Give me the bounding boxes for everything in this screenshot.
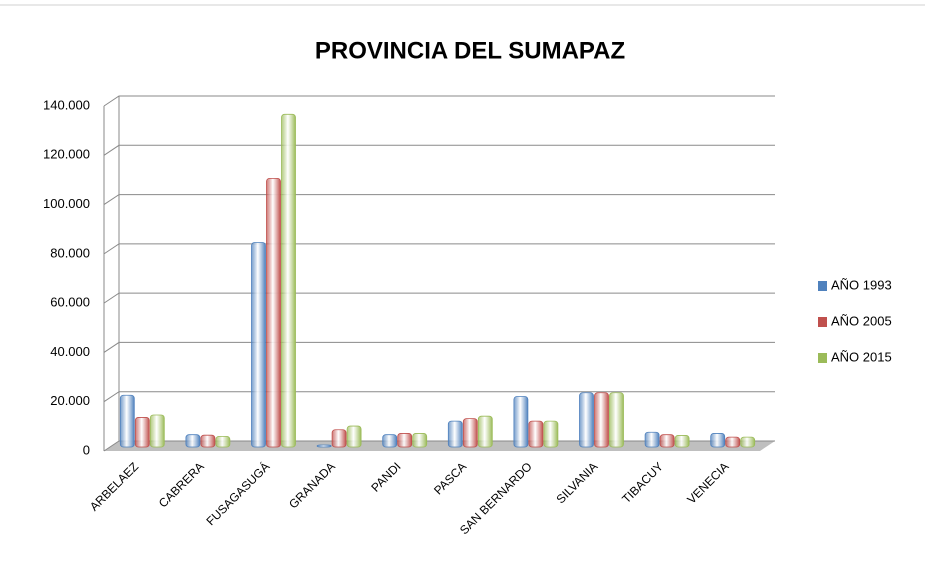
bar	[200, 434, 216, 448]
chart-title: PROVINCIA DEL SUMAPAZ	[315, 37, 625, 64]
x-tick-label: VENECIA	[684, 459, 731, 506]
bar	[447, 420, 463, 448]
bar	[462, 418, 478, 448]
bar	[740, 436, 756, 448]
bar	[543, 420, 559, 448]
bar	[477, 415, 493, 448]
y-tick-label: 0	[83, 442, 90, 457]
bar	[609, 392, 624, 448]
bar	[215, 436, 231, 448]
x-tick-label: SAN BERNARDO	[457, 459, 535, 537]
bar	[149, 414, 165, 448]
y-tick-label: 80.000	[50, 245, 90, 260]
legend-label: AÑO 2005	[831, 313, 892, 328]
y-tick-label: 120.000	[43, 147, 90, 162]
x-tick-label: TIBACUY	[619, 459, 666, 506]
bar	[644, 431, 660, 448]
x-tick-label: ARBELAEZ	[87, 459, 141, 513]
grid-line	[103, 391, 775, 403]
bar	[412, 433, 428, 448]
y-tick-label: 140.000	[43, 97, 90, 112]
bar	[134, 417, 150, 448]
bar	[674, 435, 690, 448]
bar	[528, 420, 544, 448]
bar	[659, 434, 675, 448]
grid-line	[103, 341, 775, 353]
bar	[119, 394, 135, 448]
bar	[316, 444, 332, 448]
bar	[397, 433, 413, 448]
grid-line	[103, 144, 775, 156]
bar	[331, 429, 347, 448]
bar	[725, 436, 741, 448]
grid-line	[103, 243, 775, 255]
bar	[513, 396, 529, 448]
x-tick-label: PANDI	[368, 459, 403, 494]
bar	[710, 433, 726, 448]
x-tick-label: GRANADA	[286, 459, 338, 511]
y-tick-label: 100.000	[43, 196, 90, 211]
x-tick-label: CABRERA	[156, 459, 207, 510]
y-tick-label: 40.000	[50, 344, 90, 359]
grid-line	[103, 292, 775, 304]
legend-swatch	[818, 317, 827, 327]
legend-swatch	[818, 281, 827, 291]
bar	[251, 242, 266, 448]
legend-swatch	[818, 353, 827, 363]
legend-label: AÑO 2015	[831, 349, 892, 364]
x-tick-label: FUSAGASUGÁ	[203, 459, 273, 529]
bar	[382, 434, 398, 448]
y-tick-label: 20.000	[50, 393, 90, 408]
bar	[266, 177, 281, 448]
bar	[346, 425, 362, 448]
bar	[281, 113, 296, 448]
legend-label: AÑO 1993	[831, 277, 892, 292]
grid-line	[103, 95, 775, 107]
grid-line	[103, 194, 775, 205]
x-tick-label: PASCA	[431, 459, 469, 497]
bar	[594, 392, 609, 448]
x-tick-label: SILVANIA	[554, 459, 601, 506]
bar	[185, 434, 201, 448]
y-tick-label: 60.000	[50, 295, 90, 310]
bar	[579, 392, 594, 448]
